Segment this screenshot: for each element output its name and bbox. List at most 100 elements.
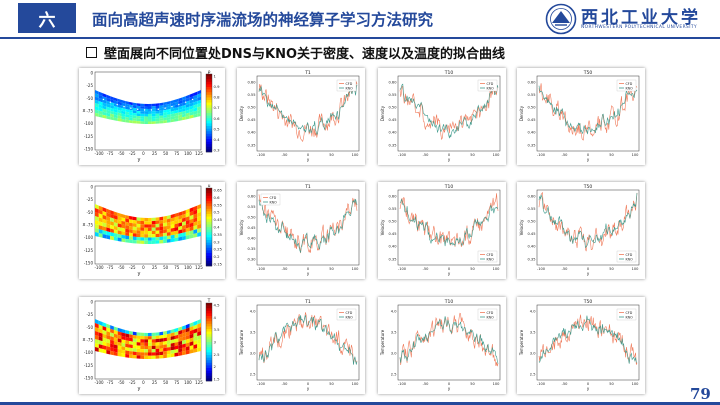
- colorbar-segment: [206, 250, 212, 254]
- contour-cell: [170, 99, 175, 104]
- contour-y-tick: -25: [86, 312, 93, 317]
- plot-x-tick: 0: [307, 153, 310, 157]
- contour-x-tick: -50: [118, 380, 125, 385]
- contour-cell: [125, 119, 130, 123]
- plot-y-label: Velocity: [239, 219, 244, 235]
- plot-x-tick: -100: [257, 382, 266, 386]
- contour-cell: [144, 111, 148, 114]
- contour-cell: [197, 99, 201, 105]
- line-plot-density-T1: T1 0.60 0.55 0.50 0.45 0.40 0.35 -100 -50 0 50 100 y…: [239, 70, 360, 162]
- contour-cell: [174, 109, 179, 114]
- contour-cell: [132, 229, 137, 234]
- contour-cell: [132, 354, 137, 359]
- plot-x-tick: 0: [448, 382, 451, 386]
- contour-cell: [197, 106, 201, 111]
- contour-cell: [163, 120, 167, 124]
- contour-cell: [95, 96, 99, 102]
- contour-cell: [174, 230, 179, 235]
- probe-point: [164, 107, 166, 109]
- contour-cell: [140, 113, 145, 117]
- contour-cell: [125, 111, 130, 115]
- contour-x-tick: 100: [184, 380, 192, 385]
- contour-cell: [148, 224, 152, 228]
- colorbar-segment: [206, 102, 212, 106]
- header-divider: [0, 37, 720, 39]
- colorbar-segment: [206, 253, 212, 256]
- contour-cell: [125, 238, 130, 243]
- colorbar-tick: 0.5: [214, 126, 221, 131]
- contour-cell: [129, 101, 133, 106]
- contour-cell: [110, 343, 114, 349]
- contour-cell: [151, 217, 156, 222]
- contour-cell: [129, 347, 133, 352]
- contour-cell: [151, 348, 156, 353]
- contour-cell: [98, 217, 103, 223]
- contour-cell: [182, 210, 186, 216]
- plot-legend: [477, 250, 498, 263]
- contour-cell: [197, 232, 201, 237]
- contour-cell: [136, 105, 141, 109]
- contour-cell: [129, 330, 133, 335]
- probe-point: [102, 98, 105, 101]
- colorbar-segment: [206, 224, 212, 228]
- colorbar-segment: [206, 198, 212, 202]
- contour-cell: [151, 118, 156, 122]
- contour-cell: [182, 104, 186, 109]
- contour-cell: [140, 224, 145, 228]
- contour-cell: [110, 107, 114, 112]
- contour-y-tick: 0: [90, 185, 93, 190]
- contour-cell: [182, 96, 186, 101]
- contour-cell: [98, 113, 103, 118]
- contour-cell: [155, 335, 160, 340]
- contour-x-label: y: [138, 271, 141, 277]
- contour-cell: [140, 118, 145, 122]
- contour-cell: [174, 98, 179, 103]
- colorbar-segment: [206, 370, 212, 374]
- probe-point: [150, 109, 153, 111]
- contour-y-tick: -50: [86, 325, 93, 330]
- plot-x-tick: 0: [448, 153, 451, 157]
- contour-cell: [110, 224, 114, 230]
- plot-y-tick: 0.60: [388, 80, 397, 84]
- contour-cell: [129, 351, 133, 355]
- contour-y-tick: -150: [84, 376, 94, 381]
- contour-cell: [95, 228, 99, 233]
- contour-cell: [113, 114, 118, 119]
- contour-cell: [98, 110, 103, 115]
- plot-x-label: y: [448, 157, 451, 162]
- contour-cell: [193, 213, 198, 219]
- contour-cell: [117, 237, 122, 242]
- contour-cell: [102, 207, 107, 213]
- contour-cell: [95, 99, 99, 105]
- contour-y-tick: -75: [86, 338, 93, 343]
- contour-cell: [117, 107, 122, 111]
- contour-cell: [117, 341, 122, 347]
- contour-cell: [170, 227, 175, 233]
- plot-y-tick: 0.60: [527, 80, 536, 84]
- contour-cell: [106, 334, 111, 340]
- plot-x-tick: -100: [257, 267, 266, 271]
- contour-cell: [159, 219, 164, 224]
- legend-kno-label: KNO: [346, 315, 354, 319]
- contour-cell: [189, 93, 194, 98]
- plot-y-tick: 0.40: [247, 131, 256, 135]
- colorbar-segment: [206, 355, 212, 358]
- contour-x-tick: 50: [163, 265, 169, 270]
- contour-cell: [151, 233, 156, 238]
- contour-cell: [193, 94, 198, 100]
- contour-cell: [117, 216, 122, 221]
- contour-x-tick: -100: [94, 380, 104, 385]
- colorbar-segment: [206, 76, 212, 80]
- colorbar-tick: 0.8: [214, 95, 221, 100]
- contour-cell: [155, 338, 160, 343]
- plot-x-tick: -100: [398, 382, 407, 386]
- contour-cell: [174, 345, 179, 350]
- contour-y-tick: -150: [84, 261, 94, 266]
- contour-cell: [182, 343, 186, 349]
- contour-cell: [163, 219, 167, 224]
- colorbar-segment: [206, 339, 212, 343]
- plot-x-tick: -100: [257, 153, 266, 157]
- contour-cell: [117, 338, 122, 343]
- contour-cell: [144, 336, 148, 340]
- contour-cell: [136, 236, 141, 241]
